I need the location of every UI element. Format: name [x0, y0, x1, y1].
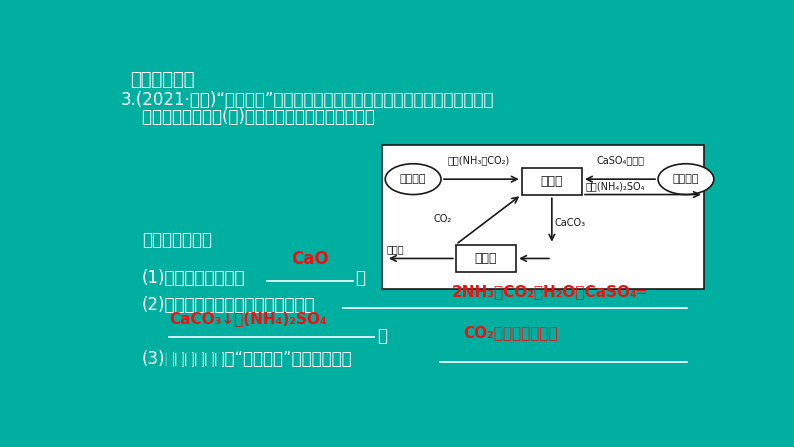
- Text: 气和磷酸工厂废渣(液)联合生产硫酸钙的工艺流程。: 气和磷酸工厂废渣(液)联合生产硫酸钙的工艺流程。: [121, 108, 375, 126]
- Text: (1)副产品的化学式为: (1)副产品的化学式为: [142, 269, 245, 287]
- Text: 。: 。: [376, 327, 387, 345]
- Text: 废流程体排放: 废流程体排放: [163, 350, 223, 368]
- Ellipse shape: [385, 164, 441, 194]
- Text: 产品(NH₄)₂SO₄: 产品(NH₄)₂SO₄: [586, 181, 646, 191]
- Text: 副产品: 副产品: [387, 244, 404, 254]
- Text: 沉淀池: 沉淀池: [541, 175, 563, 188]
- Text: CO₂循环利用，减少: CO₂循环利用，减少: [464, 325, 558, 340]
- Text: 磷肥工厂: 磷肥工厂: [673, 174, 700, 184]
- Text: (3)工艺流程中体现“绿色化学”理念的设计有: (3)工艺流程中体现“绿色化学”理念的设计有: [142, 350, 353, 368]
- FancyBboxPatch shape: [456, 245, 516, 272]
- Text: 废气(NH₃和CO₂): 废气(NH₃和CO₂): [448, 155, 510, 165]
- Text: 。: 。: [355, 269, 365, 287]
- FancyBboxPatch shape: [382, 144, 703, 289]
- Text: 尿素工厂: 尿素工厂: [400, 174, 426, 184]
- Text: 回答下列问题：: 回答下列问题：: [142, 231, 212, 249]
- Text: CaCO₃↓＋(NH₄)₂SO₄: CaCO₃↓＋(NH₄)₂SO₄: [169, 312, 326, 327]
- Text: CaO: CaO: [291, 250, 329, 268]
- Text: 2NH₃＋CO₂＋H₂O＋CaSO₄═: 2NH₃＋CO₂＋H₂O＋CaSO₄═: [452, 285, 647, 299]
- Text: (2)沉淀池中发生反应的化学方程式为: (2)沉淀池中发生反应的化学方程式为: [142, 296, 315, 314]
- FancyBboxPatch shape: [522, 168, 582, 195]
- Text: CaCO₃: CaCO₃: [555, 218, 586, 228]
- Text: 二、非选择题: 二、非选择题: [130, 71, 195, 89]
- Text: 煅烧炉: 煅烧炉: [475, 252, 497, 265]
- Text: CaSO₄悬浊液: CaSO₄悬浊液: [596, 155, 644, 165]
- Text: CO₂: CO₂: [434, 214, 452, 224]
- Ellipse shape: [658, 164, 714, 194]
- Text: 3.(2021·德阳)“绿色化学”是化工产生中的重要理念。下图为利用尿素工厂废: 3.(2021·德阳)“绿色化学”是化工产生中的重要理念。下图为利用尿素工厂废: [121, 91, 495, 109]
